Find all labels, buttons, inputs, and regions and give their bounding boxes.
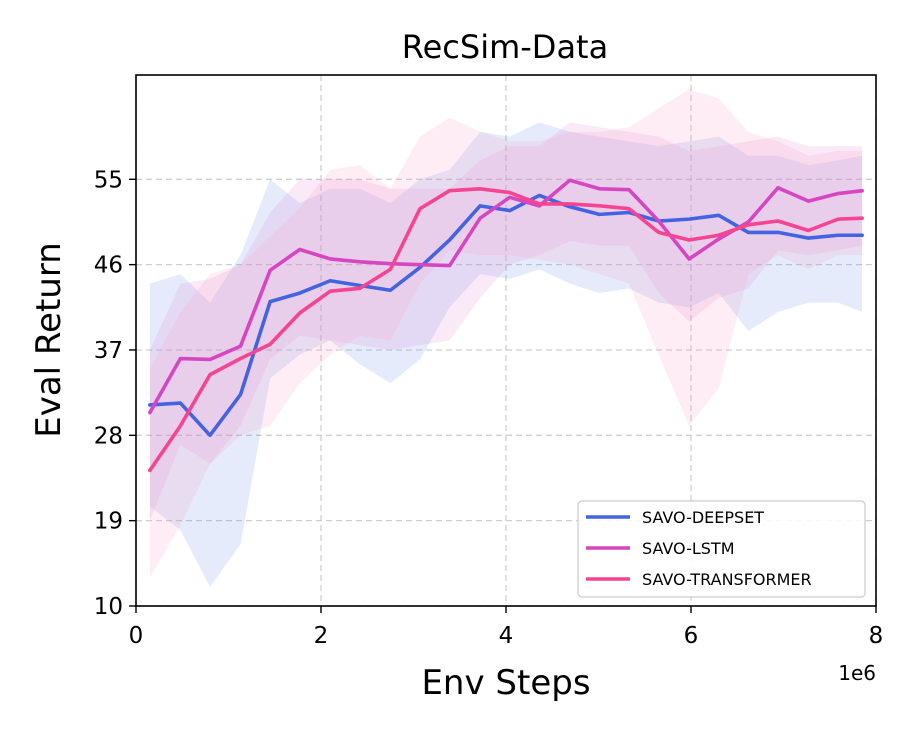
legend: SAVO-DEEPSET SAVO-LSTM SAVO-TRANSFORMER: [577, 500, 866, 598]
legend-box: [577, 500, 866, 598]
y-axis-ticks: 10 19 28 37 46 55: [94, 167, 136, 620]
confidence-band-savo-lstm: [149, 122, 863, 521]
x-axis-ticks: 0 2 4 6 8: [129, 606, 884, 649]
y-tick-label: 37: [94, 338, 123, 364]
x-tick-label: 0: [129, 623, 144, 649]
legend-label: SAVO-TRANSFORMER: [642, 570, 812, 589]
legend-label: SAVO-DEEPSET: [642, 508, 764, 527]
x-tick-label: 8: [869, 623, 884, 649]
y-tick-label: 46: [94, 253, 123, 279]
y-tick-label: 28: [94, 423, 123, 449]
series-lines: [148, 178, 864, 473]
series-line-savo-deepset: [148, 193, 864, 438]
legend-label: SAVO-LSTM: [642, 539, 735, 558]
x-tick-label: 6: [684, 623, 699, 649]
x-tick-label: 4: [499, 623, 514, 649]
series-line-savo-transformer: [148, 186, 864, 473]
x-axis-label: Env Steps: [421, 663, 590, 703]
y-tick-label: 10: [94, 594, 123, 620]
x-tick-label: 2: [314, 623, 329, 649]
series-line-savo-lstm: [148, 178, 864, 415]
y-tick-label: 19: [94, 509, 123, 535]
chart-title: RecSim-Data: [402, 28, 608, 66]
y-tick-label: 55: [94, 167, 123, 193]
y-axis-label: Eval Return: [29, 242, 69, 438]
x-axis-offset-label: 1e6: [838, 661, 876, 685]
confidence-band-savo-transformer: [149, 89, 863, 578]
